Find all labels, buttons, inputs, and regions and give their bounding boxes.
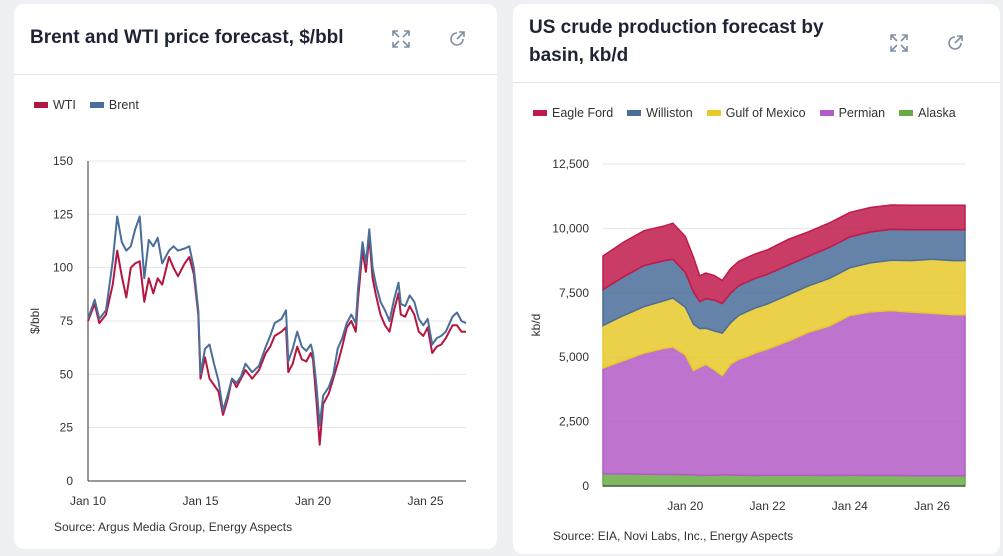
us-production-chart-card: US crude production forecast by basin, k… [513, 4, 1000, 554]
legend-label: WTI [53, 98, 76, 112]
legend-item-permian[interactable]: Permian [819, 106, 886, 120]
legend-label: Alaska [918, 106, 956, 120]
x-tick-label: Jan 15 [182, 494, 218, 508]
x-tick-label: Jan 20 [667, 499, 703, 513]
legend-label: Williston [646, 106, 693, 120]
series-line-wti [87, 234, 466, 446]
legend-swatch [89, 102, 104, 108]
y-tick-label: 7,500 [559, 286, 589, 300]
chart-source: Source: Argus Media Group, Energy Aspect… [54, 520, 293, 534]
x-tick-label: Jan 26 [914, 499, 950, 513]
chart-header: Brent and WTI price forecast, $/bbl [14, 4, 497, 75]
share-icon[interactable] [944, 32, 966, 54]
legend-swatch [533, 110, 547, 116]
legend-item-wti[interactable]: WTI [34, 98, 76, 112]
y-tick-label: 150 [53, 154, 73, 168]
share-icon[interactable] [446, 28, 468, 50]
legend-swatch [706, 110, 721, 116]
chart-header: US crude production forecast by basin, k… [513, 4, 1000, 83]
y-tick-label: 75 [60, 314, 74, 328]
legend-label: Gulf of Mexico [725, 106, 806, 120]
y-tick-label: 125 [53, 207, 73, 221]
y-tick-label: 50 [60, 367, 74, 381]
series-line-brent [87, 215, 467, 427]
y-tick-label: 100 [53, 261, 73, 275]
expand-icon[interactable] [888, 32, 910, 54]
legend-item-alaska[interactable]: Alaska [899, 106, 956, 120]
legend-item-brent[interactable]: Brent [89, 98, 139, 112]
legend-swatch [34, 102, 48, 108]
expand-icon[interactable] [390, 28, 412, 50]
production-area-chart: 0 2,500 5,000 7,500 10,000 12,500 Jan 20 Jan 22… [529, 157, 966, 513]
area-eagle-ford [602, 204, 966, 305]
legend-swatch [899, 110, 914, 116]
chart-title: Brent and WTI price forecast, $/bbl [30, 27, 344, 48]
y-axis-label: kb/d [529, 314, 543, 337]
chart-legend: WTI Brent [34, 98, 139, 112]
y-tick-label: 12,500 [552, 157, 589, 171]
chart-source: Source: EIA, Novi Labs, Inc., Energy Asp… [553, 529, 794, 543]
y-tick-label: 10,000 [552, 221, 589, 235]
legend-item-eagle-ford[interactable]: Eagle Ford [533, 106, 613, 120]
y-tick-label: 5,000 [559, 350, 589, 364]
x-tick-label: Jan 24 [832, 499, 868, 513]
legend-item-gulf-of-mexico[interactable]: Gulf of Mexico [706, 106, 806, 120]
y-tick-label: 25 [60, 421, 74, 435]
y-tick-label: 0 [582, 479, 589, 493]
y-tick-label: 2,500 [559, 415, 589, 429]
x-tick-label: Jan 25 [407, 494, 443, 508]
legend-swatch [819, 110, 834, 116]
legend-item-williston[interactable]: Williston [627, 106, 693, 120]
x-tick-label: Jan 10 [70, 494, 106, 508]
y-tick-label: 0 [66, 474, 73, 488]
chart-legend: Eagle Ford Williston Gulf of Mexico Perm… [533, 106, 956, 120]
legend-swatch [627, 110, 642, 116]
legend-label: Brent [108, 98, 139, 112]
legend-label: Eagle Ford [552, 106, 614, 120]
price-line-chart: 0 25 50 75 100 125 150 Jan 10 Jan 15 Jan 20 Jan 25… [28, 154, 467, 508]
legend-label: Permian [838, 106, 886, 120]
chart-title: US crude production forecast by basin, k… [529, 17, 824, 66]
brent-wti-chart-card: Brent and WTI price forecast, $/bbl WTI … [14, 4, 497, 549]
y-axis-label: $/bbl [28, 308, 42, 334]
x-tick-label: Jan 22 [750, 499, 786, 513]
x-tick-label: Jan 20 [295, 494, 331, 508]
